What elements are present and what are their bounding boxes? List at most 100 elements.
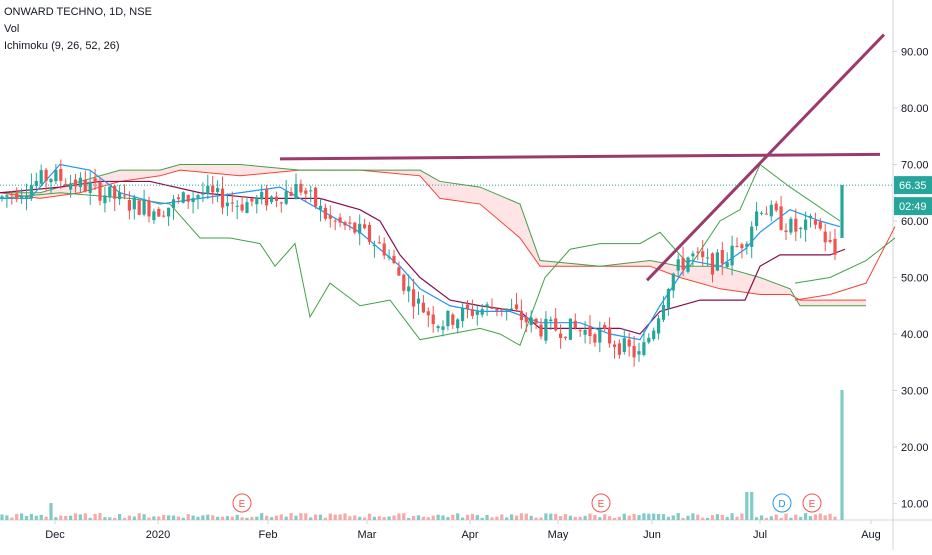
- candle-body: [230, 202, 234, 204]
- candle-body: [745, 243, 749, 247]
- volume-bar: [691, 513, 695, 520]
- volume-bar: [382, 517, 386, 520]
- candle-body: [39, 170, 43, 184]
- volume-bar: [666, 516, 670, 520]
- candle-body: [274, 196, 278, 201]
- candle-body: [588, 326, 592, 337]
- volume-bar: [220, 516, 225, 520]
- candle-body: [833, 238, 837, 255]
- candle-body: [451, 314, 455, 325]
- candle-body: [593, 334, 597, 343]
- volume-bar: [294, 515, 298, 520]
- volume-bar: [789, 517, 793, 520]
- candle-body: [681, 258, 685, 270]
- candle-body: [171, 199, 176, 209]
- volume-bar: [568, 515, 572, 520]
- candle-body: [666, 289, 670, 309]
- volume-bar: [397, 513, 401, 520]
- candle-body: [529, 317, 533, 326]
- volume-bar: [637, 515, 641, 520]
- x-tick-label: Aug: [861, 529, 881, 541]
- volume-bar: [348, 516, 352, 520]
- volume-bar: [725, 517, 729, 520]
- candle-body: [603, 324, 607, 329]
- candle-body: [73, 179, 78, 187]
- volume-bar: [304, 513, 308, 520]
- y-tick-label: 80.00: [901, 103, 929, 115]
- volume-bar: [113, 517, 117, 520]
- volume-bar: [211, 515, 215, 520]
- candle-body: [686, 257, 690, 272]
- volume-bar: [137, 513, 141, 520]
- candle-body: [755, 211, 759, 227]
- volume-bar: [54, 517, 58, 520]
- volume-bar: [647, 513, 651, 520]
- candle-body: [661, 304, 666, 320]
- candle-body: [397, 267, 401, 276]
- volume-bar: [544, 513, 548, 520]
- volume-group: [0, 390, 844, 520]
- candle-body: [191, 198, 195, 203]
- volume-bar: [554, 513, 558, 520]
- candle-body: [137, 200, 141, 215]
- ichimoku-indicator-label[interactable]: Ichimoku (9, 26, 52, 26): [4, 40, 120, 52]
- candle-body: [563, 336, 568, 339]
- candle-body: [225, 202, 229, 207]
- plot-background: [0, 0, 893, 520]
- candle-body: [49, 179, 53, 183]
- volume-bar: [495, 516, 499, 520]
- candle-body: [794, 218, 798, 232]
- volume-bar: [15, 514, 19, 520]
- volume-bar: [314, 514, 318, 520]
- volume-bar: [431, 515, 435, 520]
- volume-bar: [804, 513, 808, 520]
- candle-body: [412, 289, 416, 307]
- symbol-title[interactable]: ONWARD TECHNO, 1D, NSE: [4, 6, 152, 18]
- candle-body: [157, 208, 161, 217]
- x-tick-label: Apr: [461, 529, 478, 541]
- candle-body: [318, 205, 323, 210]
- volume-bar: [779, 517, 783, 520]
- volume-bar: [622, 513, 626, 520]
- volume-bar: [142, 514, 146, 520]
- candle-body: [289, 192, 293, 196]
- candle-body: [167, 207, 171, 217]
- candle-body: [103, 195, 107, 204]
- volume-bar: [740, 513, 744, 520]
- countdown-label: 02:49: [899, 201, 927, 213]
- candle-body: [608, 327, 612, 344]
- candle-body: [152, 211, 156, 221]
- candle-body: [725, 262, 729, 268]
- candle-body: [568, 318, 572, 340]
- candle-body: [789, 218, 793, 233]
- x-tick-label: Jun: [643, 529, 661, 541]
- volume-bar: [20, 513, 24, 520]
- candle-body: [524, 316, 528, 323]
- volume-bar: [519, 513, 523, 520]
- candle-body: [358, 223, 362, 234]
- candle-body: [279, 202, 283, 204]
- volume-bar: [470, 513, 474, 520]
- candle-body: [98, 181, 102, 201]
- volume-bar: [5, 515, 9, 520]
- volume-indicator-label[interactable]: Vol: [4, 23, 20, 35]
- candle-body: [642, 342, 646, 356]
- volume-bar: [176, 516, 180, 520]
- volume-bar: [769, 516, 773, 520]
- x-tick-label: May: [548, 529, 569, 541]
- candle-body: [260, 191, 264, 200]
- candle-body: [470, 309, 474, 316]
- volume-bar: [755, 517, 759, 520]
- horizontal-resistance-line: [279, 152, 881, 161]
- candle-body: [461, 307, 465, 322]
- volume-bar: [407, 517, 411, 520]
- y-tick-label: 30.00: [901, 386, 929, 398]
- candle-body: [808, 215, 813, 219]
- volume-bar: [750, 492, 754, 520]
- kijun-sen-line: [0, 180, 846, 335]
- candle-body: [299, 183, 303, 193]
- candle-body: [706, 257, 710, 259]
- candle-body: [647, 337, 651, 343]
